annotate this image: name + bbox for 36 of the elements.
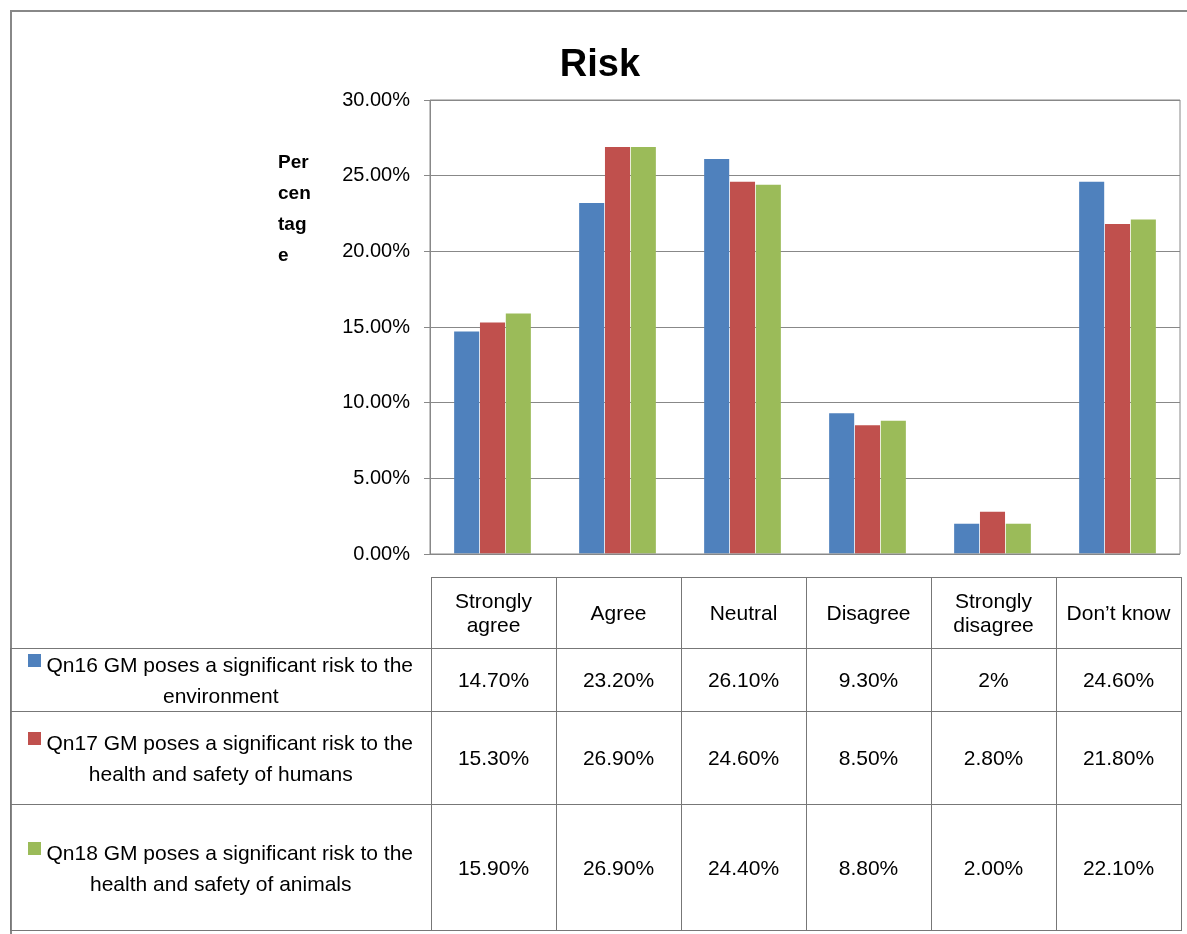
x-tick-label: Agree [556,577,681,649]
data-label: 24.40% [681,804,806,931]
chart-title: Risk [558,42,642,85]
data-label: 8.50% [806,711,931,805]
data-label: 26.90% [556,711,681,805]
data-label: 24.60% [681,711,806,805]
data-label: 2.00% [931,804,1056,931]
data-label: 22.10% [1056,804,1181,931]
legend-label: Qn16 GM poses a significant risk to the environment [10,648,431,712]
x-tick-label: Disagree [806,577,931,649]
data-label: 2% [931,648,1056,712]
y-tick-label: 25.00% [342,163,411,186]
y-tick-label: 20.00% [342,238,411,261]
x-tick-label: Strongly agree [431,577,556,649]
y-tick-label: 15.00% [342,314,411,337]
data-label: 15.90% [431,804,556,931]
data-label: 21.80% [1056,711,1181,805]
y-tick-label: 10.00% [342,390,411,413]
y-tick-label: 0.00% [353,541,411,564]
data-label: 14.70% [431,648,556,712]
data-label: 9.30% [806,648,931,712]
data-label: 2.80% [931,711,1056,805]
data-label: 26.10% [681,648,806,712]
x-tick-label: Don’t know [1056,577,1181,649]
data-label: 15.30% [431,711,556,805]
y-tick-label: 30.00% [342,87,411,110]
x-tick-label: Neutral [681,577,806,649]
y-tick-label: 5.00% [353,465,411,488]
legend-label: Qn18 GM poses a significant risk to the health and safety of animals [10,804,431,931]
y-axis-title: Percentage [278,150,312,267]
legend-label: Qn17 GM poses a significant risk to the health and safety of humans [10,711,431,805]
data-label: 24.60% [1056,648,1181,712]
data-label: 23.20% [556,648,681,712]
data-label: 8.80% [806,804,931,931]
x-tick-label: Strongly disagree [931,577,1056,649]
data-label: 26.90% [556,804,681,931]
